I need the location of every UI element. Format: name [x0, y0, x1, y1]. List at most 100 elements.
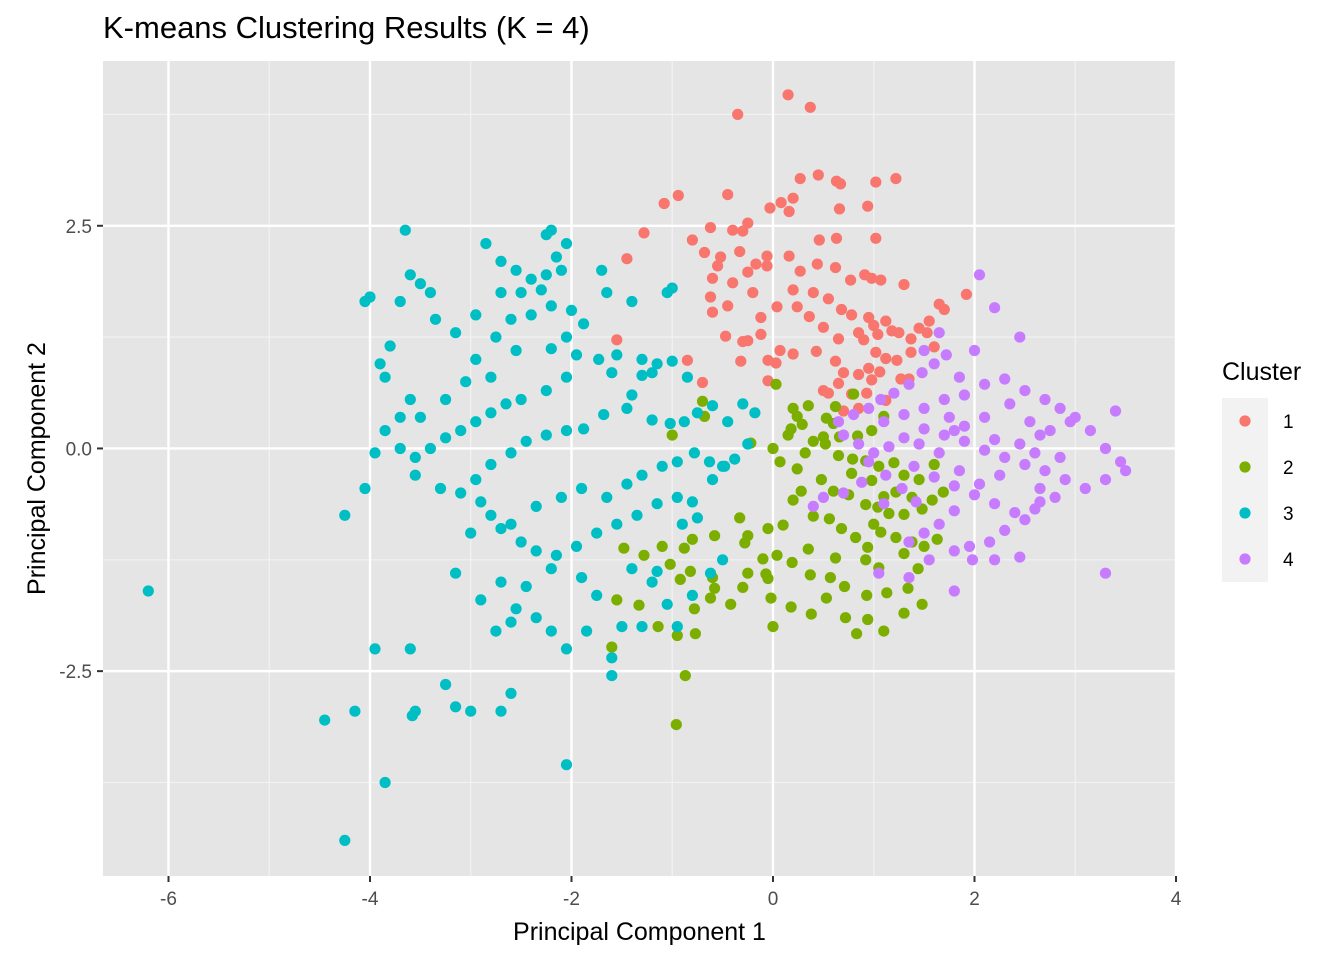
data-point-cluster-2: [918, 540, 930, 553]
legend-label-cluster-3: 3: [1283, 504, 1294, 525]
data-point-cluster-4: [933, 447, 945, 459]
data-point-cluster-1: [638, 227, 650, 239]
data-point-cluster-3: [678, 416, 690, 428]
data-point-cluster-1: [787, 348, 799, 360]
data-point-cluster-2: [832, 450, 845, 462]
data-point-cluster-2: [898, 469, 910, 481]
data-point-cluster-2: [807, 435, 819, 447]
data-point-cluster-2: [898, 607, 910, 619]
data-point-cluster-1: [732, 108, 744, 120]
data-point-cluster-3: [545, 625, 557, 637]
data-point-cluster-4: [903, 572, 915, 584]
data-point-cluster-1: [755, 311, 767, 324]
data-point-cluster-2: [638, 549, 650, 561]
data-point-cluster-4: [898, 432, 910, 444]
data-point-cluster-4: [1109, 405, 1122, 417]
data-point-cluster-4: [973, 478, 986, 490]
data-point-cluster-2: [791, 410, 803, 422]
data-point-cluster-3: [440, 393, 452, 406]
data-point-cluster-1: [783, 250, 795, 262]
data-point-cluster-2: [785, 601, 797, 613]
data-point-cluster-1: [858, 334, 870, 346]
data-point-cluster-2: [770, 378, 782, 390]
data-point-cluster-4: [817, 491, 830, 503]
data-point-cluster-2: [734, 512, 746, 524]
data-point-cluster-3: [414, 411, 426, 423]
data-point-cluster-3: [470, 416, 482, 428]
data-point-cluster-2: [883, 507, 895, 520]
data-point-cluster-1: [720, 330, 732, 342]
x-tick-label: -6: [160, 889, 177, 910]
data-point-cluster-3: [651, 358, 663, 370]
data-point-cluster-4: [979, 444, 991, 456]
data-point-cluster-4: [848, 409, 860, 421]
data-point-cluster-1: [704, 291, 717, 303]
data-point-cluster-3: [636, 353, 648, 365]
data-point-cluster-3: [651, 498, 663, 510]
data-point-cluster-4: [918, 527, 930, 539]
data-point-cluster-3: [576, 572, 588, 584]
data-point-cluster-3: [465, 527, 477, 539]
data-point-cluster-1: [837, 367, 850, 379]
legend-key-cluster-4: [1239, 553, 1251, 565]
data-point-cluster-3: [379, 776, 391, 789]
data-point-cluster-3: [510, 344, 522, 357]
data-point-cluster-4: [875, 393, 887, 406]
data-point-cluster-2: [860, 554, 872, 566]
data-point-cluster-3: [591, 527, 603, 539]
data-point-cluster-1: [774, 344, 786, 357]
data-point-cluster-2: [618, 542, 630, 554]
data-point-cluster-1: [872, 328, 884, 340]
legend-label-cluster-1: 1: [1283, 412, 1294, 433]
data-point-cluster-4: [953, 371, 966, 383]
data-point-cluster-1: [812, 169, 824, 181]
data-point-cluster-3: [460, 376, 472, 388]
data-point-cluster-3: [626, 389, 638, 401]
data-point-cluster-1: [807, 287, 819, 299]
data-point-cluster-4: [1099, 442, 1112, 455]
data-point-cluster-4: [908, 460, 920, 472]
data-point-cluster-2: [671, 629, 683, 642]
y-tick-label: -2.5: [59, 662, 92, 683]
data-point-cluster-2: [815, 474, 828, 486]
data-point-cluster-3: [394, 442, 406, 455]
data-point-cluster-3: [666, 355, 678, 367]
data-point-cluster-1: [735, 355, 747, 367]
data-point-cluster-4: [933, 518, 945, 530]
data-point-cluster-2: [931, 533, 943, 545]
data-point-cluster-4: [948, 425, 960, 437]
data-point-cluster-2: [829, 552, 842, 564]
data-point-cluster-3: [440, 678, 452, 691]
data-point-cluster-4: [868, 447, 880, 459]
data-point-cluster-3: [550, 251, 563, 263]
data-point-cluster-2: [823, 513, 836, 525]
data-point-cluster-1: [832, 333, 845, 345]
data-point-cluster-3: [606, 670, 618, 682]
data-point-cluster-1: [722, 189, 734, 201]
data-point-cluster-3: [465, 705, 477, 717]
data-point-cluster-3: [540, 269, 552, 281]
data-point-cluster-3: [729, 453, 741, 465]
data-point-cluster-3: [651, 565, 663, 578]
data-point-cluster-3: [339, 509, 351, 521]
legend: Cluster 1 2 3 4: [1222, 358, 1301, 582]
axes: -6 -4 -2 0 2 4 -2.5 0.0 2.5 Principal Component 1…: [23, 217, 1182, 946]
data-point-cluster-4: [1019, 514, 1031, 526]
x-tick-label: 2: [969, 889, 980, 910]
data-point-cluster-1: [868, 319, 880, 332]
data-point-cluster-2: [674, 573, 686, 586]
data-point-cluster-4: [863, 402, 875, 414]
data-point-cluster-1: [742, 217, 754, 229]
data-point-cluster-2: [782, 429, 794, 441]
data-point-cluster-4: [958, 420, 971, 432]
data-point-cluster-1: [880, 352, 892, 365]
data-point-cluster-4: [928, 471, 940, 483]
data-point-cluster-1: [804, 101, 816, 113]
data-point-cluster-4: [948, 505, 960, 517]
data-point-cluster-1: [672, 189, 684, 202]
data-point-cluster-3: [646, 414, 658, 426]
data-point-cluster-3: [576, 482, 588, 495]
data-point-cluster-1: [722, 300, 734, 312]
data-point-cluster-1: [832, 377, 845, 389]
